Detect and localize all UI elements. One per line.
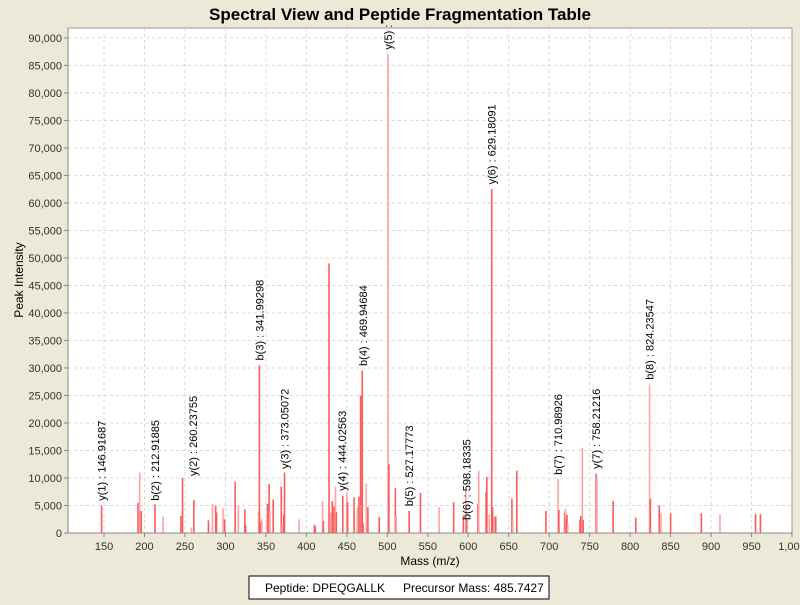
x-tick-label: 250 (176, 541, 194, 553)
legend: Peptide: DPEQGALLK Precursor Mass: 485.7… (248, 575, 550, 600)
y-tick-label: 20,000 (28, 418, 62, 430)
legend-box (248, 575, 550, 600)
y-tick-label: 30,000 (28, 363, 62, 375)
y-tick-label: 70,000 (28, 143, 62, 155)
y-axis-label: Peak Intensity (12, 242, 26, 317)
y-tick-label: 15,000 (28, 445, 62, 457)
x-tick-label: 500 (378, 541, 396, 553)
x-tick-label: 450 (338, 541, 356, 553)
y-tick-label: 65,000 (28, 170, 62, 182)
x-tick-label: 600 (459, 541, 477, 553)
y-tick-label: 5,000 (34, 500, 62, 512)
x-tick-label: 150 (95, 541, 113, 553)
y-tick-label: 25,000 (28, 390, 62, 402)
grid-lines (68, 28, 792, 533)
x-tick-label: 900 (702, 541, 720, 553)
peak-annotation: y(3) : 373.05072 (280, 389, 292, 469)
x-tick-label: 400 (297, 541, 315, 553)
y-tick-label: 45,000 (28, 280, 62, 292)
x-axis-label: Mass (m/z) (400, 554, 459, 568)
y-tick-label: 55,000 (28, 225, 62, 237)
peak-annotation: b(6) : 598.18335 (462, 439, 474, 520)
y-tick-label: 50,000 (28, 253, 62, 265)
annotations: y(1) : 146.91687 b(2) : 212.91885 y(2) : 2… (97, 25, 657, 520)
peak-annotation: y(1) : 146.91687 (97, 421, 109, 501)
peaks (100, 54, 762, 533)
x-tick-label: 1,000 (778, 541, 800, 553)
plot-area (67, 27, 793, 534)
y-tick-label: 80,000 (28, 88, 62, 100)
peak-annotation: b(8) : 824.23547 (645, 299, 657, 380)
peak-annotation: y(5) : (383, 25, 395, 50)
peak-annotation: b(5) : 527.17773 (404, 426, 416, 507)
x-tick-label: 350 (257, 541, 275, 553)
y-tick-label: 75,000 (28, 115, 62, 127)
y-tick-label: 10,000 (28, 473, 62, 485)
y-tick-label: 0 (56, 528, 62, 540)
legend-precursor: Precursor Mass: 485.7427 (403, 581, 544, 595)
x-tick-label: 650 (500, 541, 518, 553)
y-tick-label: 85,000 (28, 60, 62, 72)
peak-annotation: b(4) : 469.94684 (358, 285, 370, 366)
x-tick-label: 850 (661, 541, 679, 553)
y-tick-label: 35,000 (28, 335, 62, 347)
x-tick-label: 200 (135, 541, 153, 553)
x-tick-label: 950 (742, 541, 760, 553)
x-tick-label: 800 (621, 541, 639, 553)
axes: 150 200 250 300 350 400 450 500 550 600 650 700 750 8… (28, 28, 800, 553)
peak-annotation: b(2) : 212.91885 (150, 420, 162, 501)
legend-peptide: Peptide: DPEQGALLK (265, 581, 385, 595)
x-tick-label: 300 (216, 541, 234, 553)
peak-annotation: y(7) : 758.21216 (591, 389, 603, 469)
x-tick-label: 750 (580, 541, 598, 553)
peak-annotation: y(6) : 629.18091 (487, 104, 499, 184)
x-tick-label: 700 (540, 541, 558, 553)
y-tick-label: 60,000 (28, 198, 62, 210)
x-tick-label: 550 (419, 541, 437, 553)
y-tick-label: 40,000 (28, 308, 62, 320)
y-tick-label: 90,000 (28, 33, 62, 45)
chart-title: Spectral View and Peptide Fragmentation … (209, 5, 591, 24)
peak-annotation: b(7) : 710.98926 (553, 394, 565, 475)
peak-annotation: y(2) : 260.23755 (188, 396, 200, 476)
peak-annotation: y(4) : 444.02563 (337, 411, 349, 491)
peak-annotation: b(3) : 341.99298 (254, 280, 266, 361)
